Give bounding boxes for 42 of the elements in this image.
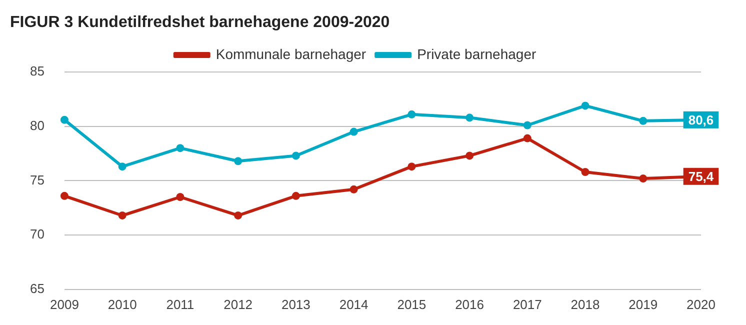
- chart-title: FIGUR 3 Kundetilfredshet barnehagene 2009-2020: [10, 14, 390, 32]
- y-tick-label: 65: [30, 280, 44, 296]
- point: [639, 116, 648, 125]
- point: [234, 157, 242, 166]
- point: [639, 174, 648, 183]
- y-tick-label: 70: [30, 226, 44, 242]
- y-tick-label: 75: [30, 172, 44, 188]
- point: [292, 192, 300, 200]
- point: [292, 152, 300, 160]
- point: [176, 144, 184, 152]
- x-tick-label: 2012: [224, 296, 253, 312]
- point: [523, 121, 532, 130]
- x-tick-label: 2018: [570, 296, 600, 312]
- x-tick-label: 2013: [281, 296, 310, 312]
- legend-label: Private barnehager: [417, 46, 536, 62]
- point: [118, 162, 126, 171]
- y-tick-label: 85: [30, 64, 44, 79]
- x-tick-label: 2020: [686, 296, 716, 312]
- x-tick-label: 2019: [628, 296, 658, 312]
- point: [350, 128, 358, 136]
- point: [118, 211, 126, 220]
- point: [234, 211, 242, 220]
- x-tick-label: 2015: [397, 296, 426, 312]
- legend-label: Kommunale barnehager: [216, 46, 366, 62]
- point: [408, 162, 416, 171]
- point: [523, 134, 532, 142]
- x-tick-label: 2010: [108, 296, 137, 312]
- point: [60, 116, 68, 124]
- x-tick-label: 2017: [512, 296, 542, 312]
- point: [581, 102, 590, 110]
- y-tick-label: 80: [30, 118, 44, 133]
- point: [581, 168, 590, 176]
- x-tick-label: 2016: [455, 296, 484, 312]
- point: [60, 192, 68, 200]
- point: [176, 193, 184, 202]
- point: [466, 152, 474, 160]
- point: [350, 185, 358, 194]
- x-tick-label: 2014: [339, 296, 368, 312]
- x-tick-label: 2009: [50, 296, 79, 312]
- point: [466, 114, 474, 122]
- point: [408, 110, 416, 118]
- x-tick-label: 2011: [166, 296, 194, 312]
